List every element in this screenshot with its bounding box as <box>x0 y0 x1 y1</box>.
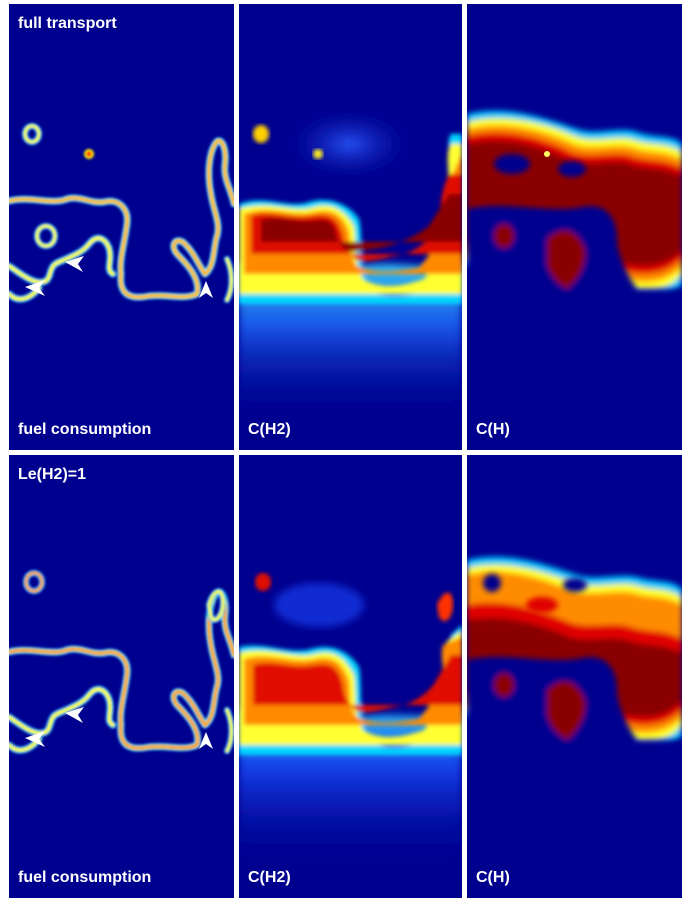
fuel-consumption-field-image <box>9 570 234 754</box>
panel-row2-c-h: C(H) <box>467 455 682 898</box>
panel-label-c-h: C(H) <box>476 869 510 886</box>
c-h2-field-image <box>239 104 462 424</box>
arrowhead-marker-3 <box>199 732 213 749</box>
panel-label-fuel-consumption: fuel consumption <box>18 421 152 438</box>
arrowhead-marker-2 <box>25 731 45 747</box>
panel-label-c-h2: C(H2) <box>248 869 291 886</box>
panel-row1-c-h: C(H) <box>467 4 682 450</box>
arrowhead-marker-3 <box>199 281 213 298</box>
panel-label-c-h: C(H) <box>476 421 510 438</box>
panel-label-fuel-consumption: fuel consumption <box>18 869 152 886</box>
panel-row1-c-h2: C(H2) <box>239 4 462 450</box>
row-label: full transport <box>18 15 117 32</box>
c-h-field-image <box>467 556 682 898</box>
panel-label-c-h2: C(H2) <box>248 421 291 438</box>
c-h2-field-image <box>239 573 462 875</box>
panel-row1-fuel-consumption: full transport fuel consumption <box>9 4 234 450</box>
c-h-field-image <box>467 110 682 450</box>
arrowhead-marker-1 <box>65 707 84 723</box>
panel-row2-c-h2: C(H2) <box>239 455 462 898</box>
arrowhead-marker-2 <box>25 280 45 296</box>
row-label: Le(H2)=1 <box>18 466 87 483</box>
fuel-consumption-field-image <box>9 123 234 303</box>
arrowhead-marker-1 <box>65 256 84 272</box>
panel-row2-fuel-consumption: Le(H2)=1 fuel consumption <box>9 455 234 898</box>
